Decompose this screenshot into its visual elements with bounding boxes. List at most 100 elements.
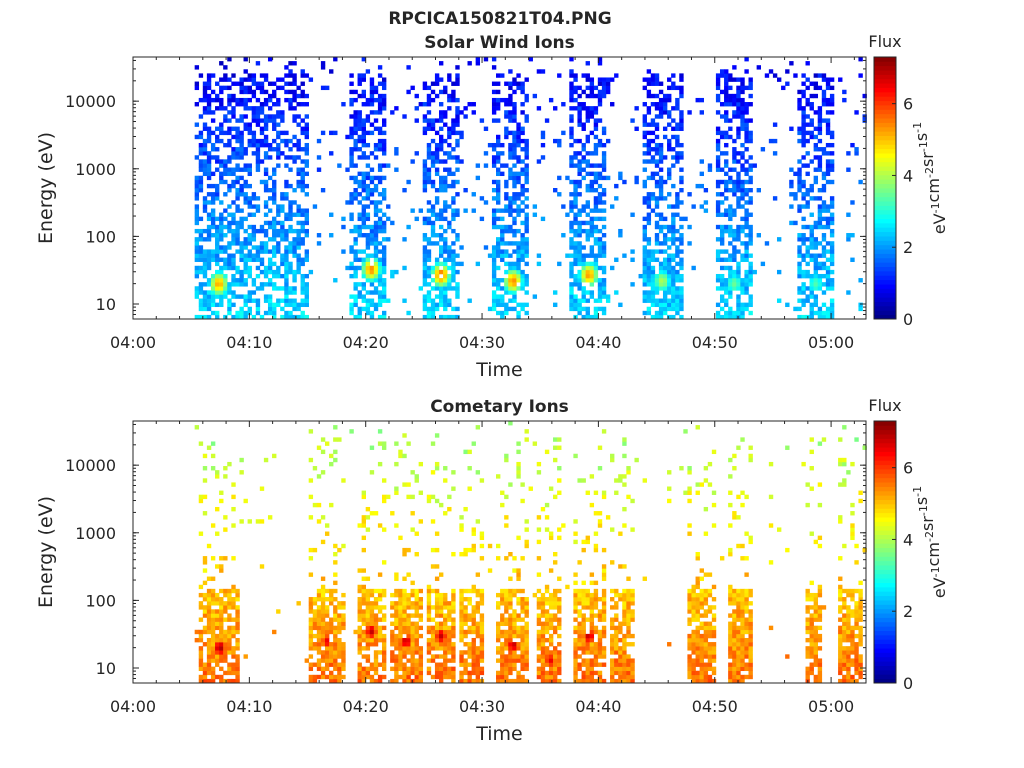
heatmap-cell <box>512 650 517 655</box>
heatmap-cell <box>662 102 668 107</box>
heatmap-cell <box>500 678 505 684</box>
heatmap-cell <box>206 97 212 103</box>
heatmap-cell <box>504 592 509 598</box>
heatmap-cell <box>540 662 546 667</box>
heatmap-cell <box>516 310 521 316</box>
heatmap-cell <box>316 633 322 639</box>
heatmap-cell <box>276 97 281 103</box>
heatmap-cell <box>296 212 301 217</box>
heatmap-cell <box>219 597 224 602</box>
heatmap-cell <box>414 625 419 631</box>
heatmap-cell <box>247 167 252 172</box>
heatmap-cell <box>263 273 269 279</box>
heatmap-cell <box>675 237 680 242</box>
heatmap-cell <box>512 613 517 618</box>
heatmap-cell <box>308 429 314 434</box>
heatmap-cell <box>817 278 823 283</box>
heatmap-cell <box>520 81 525 86</box>
heatmap-cell <box>300 228 305 234</box>
heatmap-cell <box>202 208 208 213</box>
heatmap-cell <box>846 212 851 217</box>
heatmap-cell <box>247 273 252 279</box>
heatmap-cell <box>320 666 326 672</box>
heatmap-cell <box>459 605 464 610</box>
heatmap-cell <box>247 265 252 271</box>
heatmap-cell <box>748 93 753 99</box>
heatmap-cell <box>601 85 607 91</box>
heatmap-cell <box>512 609 517 614</box>
heatmap-cell <box>524 237 529 242</box>
heatmap-cell <box>789 126 794 131</box>
heatmap-cell <box>524 261 529 267</box>
heatmap-cell <box>247 89 252 95</box>
heatmap-cell <box>740 216 745 222</box>
heatmap-cell <box>418 601 424 606</box>
heatmap-cell <box>516 449 521 455</box>
heatmap-cell <box>381 265 387 271</box>
heatmap-cell <box>284 269 289 275</box>
heatmap-cell <box>430 629 436 635</box>
heatmap-cell <box>557 445 562 450</box>
heatmap-cell <box>284 314 289 320</box>
heatmap-cell <box>516 568 521 573</box>
heatmap-cell <box>386 298 391 303</box>
heatmap-cell <box>373 89 379 95</box>
heatmap-cell <box>365 605 371 610</box>
heatmap-cell <box>227 241 232 246</box>
heatmap-cell <box>455 65 460 70</box>
heatmap-cell <box>715 77 721 82</box>
heatmap-cell <box>504 494 509 500</box>
heatmap-cell <box>235 228 240 234</box>
heatmap-cell <box>357 257 362 262</box>
heatmap-cell <box>736 97 741 103</box>
heatmap-cell <box>422 253 428 258</box>
heatmap-cell <box>479 629 485 635</box>
heatmap-cell <box>418 633 424 639</box>
heatmap-cell <box>353 114 358 119</box>
heatmap-cell <box>239 208 244 213</box>
heatmap-cell <box>373 278 379 283</box>
heatmap-cell <box>593 298 599 303</box>
heatmap-cell <box>304 142 309 148</box>
heatmap-cell <box>251 253 257 258</box>
heatmap-cell <box>439 147 444 152</box>
heatmap-cell <box>776 77 782 82</box>
heatmap-cell <box>455 261 460 267</box>
heatmap-cell <box>272 314 277 320</box>
heatmap-cell <box>210 249 216 254</box>
heatmap-cell <box>715 253 721 258</box>
heatmap-cell <box>593 142 599 148</box>
heatmap-cell <box>671 204 676 209</box>
heatmap-cell <box>801 241 806 246</box>
heatmap-cell <box>341 592 346 598</box>
heatmap-cell <box>410 592 415 598</box>
heatmap-cell <box>719 298 725 303</box>
heatmap-cell <box>239 89 244 95</box>
heatmap-cell <box>426 613 432 618</box>
heatmap-cell <box>797 126 802 131</box>
heatmap-cell <box>715 212 721 217</box>
heatmap-cell <box>439 294 444 299</box>
heatmap-cell <box>439 245 444 250</box>
heatmap-cell <box>337 621 342 626</box>
heatmap-cell <box>361 142 366 148</box>
heatmap-cell <box>679 224 684 230</box>
heatmap-cell <box>557 490 562 495</box>
heatmap-cell <box>813 167 819 172</box>
heatmap-cell <box>500 666 505 672</box>
heatmap-cell <box>227 130 232 136</box>
heatmap-cell <box>365 625 371 631</box>
heatmap-cell <box>251 142 257 148</box>
heatmap-cell <box>426 642 432 647</box>
heatmap-cell <box>324 621 330 626</box>
heatmap-cell <box>430 310 436 316</box>
heatmap-cell <box>410 662 415 667</box>
heatmap-cell <box>361 204 366 209</box>
heatmap-cell <box>439 138 444 144</box>
heatmap-cell <box>540 621 546 626</box>
heatmap-cell <box>455 290 460 295</box>
heatmap-cell <box>361 294 366 299</box>
heatmap-cell <box>654 220 660 226</box>
heatmap-cell <box>817 196 823 201</box>
heatmap-cell <box>813 257 819 262</box>
